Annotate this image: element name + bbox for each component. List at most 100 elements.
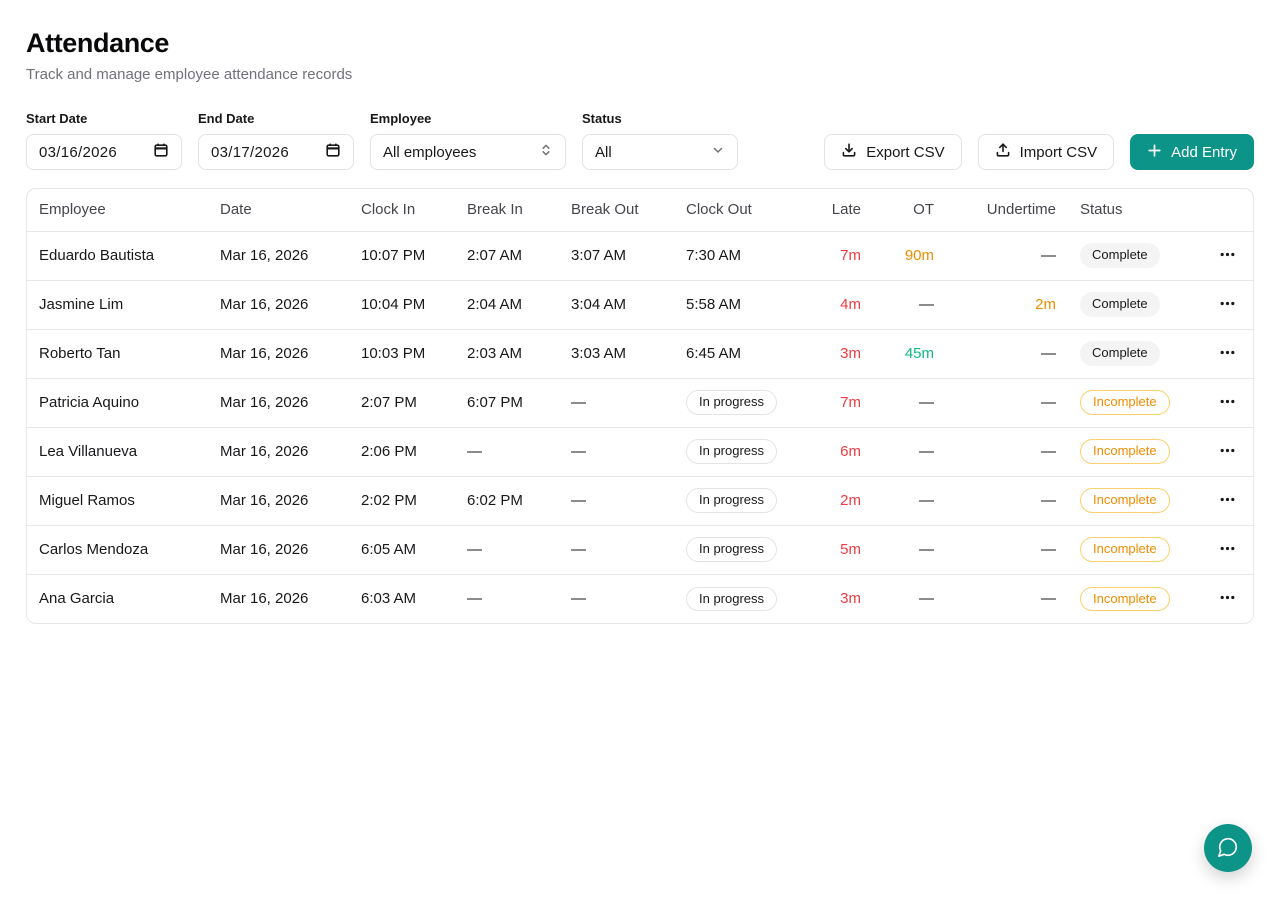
status-select-value: All (595, 143, 612, 161)
row-menu-button[interactable] (1213, 340, 1242, 368)
cell-break-out: — (571, 590, 586, 608)
status-badge: Complete (1080, 292, 1160, 317)
status-badge: Complete (1080, 341, 1160, 366)
table-row: Eduardo Bautista Mar 16, 2026 10:07 PM 2:07… (27, 231, 1253, 281)
row-menu-button[interactable] (1213, 487, 1242, 515)
row-menu-button[interactable] (1213, 438, 1242, 466)
cell-actions (1200, 231, 1253, 281)
import-csv-button[interactable]: Import CSV (977, 134, 1115, 170)
ellipsis-icon (1219, 393, 1236, 413)
cell-clock-out: 5:58 AM (674, 280, 817, 330)
cell-status: Complete (1068, 329, 1200, 379)
cell-date: Mar 16, 2026 (220, 590, 309, 608)
cell-break-in: 2:07 AM (455, 231, 559, 281)
cell-late: 2m (817, 476, 873, 526)
cell-employee: Lea Villanueva (27, 427, 208, 477)
late-value: 5m (840, 541, 861, 558)
calendar-icon[interactable] (153, 142, 169, 162)
row-menu-button[interactable] (1213, 585, 1242, 613)
end-date-field: End Date 03/17/2026 (198, 111, 354, 170)
row-menu-button[interactable] (1213, 242, 1242, 270)
ot-value: 45m (904, 345, 934, 362)
in-progress-badge: In progress (686, 537, 778, 562)
employee-filter-field: Employee All employees (370, 111, 566, 170)
cell-actions (1200, 280, 1253, 330)
end-date-input[interactable]: 03/17/2026 (198, 134, 354, 170)
cell-late: 3m (817, 329, 873, 379)
cell-ot: — (873, 525, 946, 575)
row-menu-button[interactable] (1213, 291, 1242, 319)
cell-late: 5m (817, 525, 873, 575)
cell-clock-out: In progress (674, 378, 817, 428)
calendar-icon[interactable] (325, 142, 341, 162)
cell-clock-in: 2:02 PM (349, 476, 455, 526)
cell-break-in: — (455, 525, 559, 575)
cell-undertime: — (946, 427, 1068, 477)
undertime-value: — (1041, 247, 1056, 264)
cell-undertime: — (946, 574, 1068, 623)
late-value: 7m (840, 394, 861, 411)
cell-ot: — (873, 378, 946, 428)
employee-select-value: All employees (383, 143, 477, 161)
export-csv-button[interactable]: Export CSV (824, 134, 962, 170)
status-badge: Complete (1080, 243, 1160, 268)
chevron-down-icon (711, 143, 725, 161)
table-row: Ana Garcia Mar 16, 2026 6:03 AM — — In progre… (27, 574, 1253, 623)
cell-ot: — (873, 427, 946, 477)
employee-select[interactable]: All employees (370, 134, 566, 170)
add-entry-button[interactable]: Add Entry (1130, 134, 1254, 170)
cell-date: Mar 16, 2026 (208, 231, 349, 281)
upload-icon (995, 142, 1011, 162)
row-menu-button[interactable] (1213, 536, 1242, 564)
cell-clock-out: In progress (674, 574, 817, 623)
cell-break-in: 6:02 PM (455, 476, 559, 526)
cell-ot: — (873, 280, 946, 330)
cell-date: Mar 16, 2026 (208, 427, 349, 477)
cell-status: Incomplete (1068, 476, 1200, 526)
cell-status: Incomplete (1068, 525, 1200, 575)
cell-ot: — (873, 574, 946, 623)
undertime-value: — (1041, 443, 1056, 460)
cell-clock-in: 2:06 PM (349, 427, 455, 477)
cell-actions (1200, 329, 1253, 379)
undertime-value: — (1041, 345, 1056, 362)
ot-value: — (919, 296, 934, 313)
col-header-employee: Employee (27, 189, 208, 232)
status-select[interactable]: All (582, 134, 738, 170)
cell-status: Complete (1068, 231, 1200, 281)
ot-value: — (919, 590, 934, 608)
undertime-value: — (1041, 541, 1056, 558)
col-header-status: Status (1068, 189, 1200, 232)
cell-break-in: 2:03 AM (455, 329, 559, 379)
cell-late: 6m (817, 427, 873, 477)
start-date-input[interactable]: 03/16/2026 (26, 134, 182, 170)
start-date-value: 03/16/2026 (39, 143, 118, 161)
filters-toolbar: Start Date 03/16/2026 End Date 03/17/202… (26, 111, 1254, 170)
row-menu-button[interactable] (1213, 389, 1242, 417)
ellipsis-icon (1219, 540, 1236, 560)
cell-date: Mar 16, 2026 (208, 476, 349, 526)
start-date-field: Start Date 03/16/2026 (26, 111, 182, 170)
ellipsis-icon (1219, 344, 1236, 364)
attendance-page: Attendance Track and manage employee att… (26, 28, 1254, 872)
col-header-undertime: Undertime (946, 189, 1068, 232)
cell-ot: 45m (873, 329, 946, 379)
cell-employee: Patricia Aquino (27, 378, 208, 428)
undertime-value: — (1041, 590, 1056, 608)
late-value: 3m (840, 345, 861, 362)
table-row: Patricia Aquino Mar 16, 2026 2:07 PM 6:07 P… (27, 378, 1253, 428)
status-badge: Incomplete (1080, 439, 1170, 464)
chat-button[interactable] (1204, 824, 1252, 872)
cell-undertime: — (946, 231, 1068, 281)
cell-employee: Jasmine Lim (27, 280, 208, 330)
cell-clock-in: 10:07 PM (349, 231, 455, 281)
cell-actions (1200, 427, 1253, 477)
cell-late: 7m (817, 231, 873, 281)
ellipsis-icon (1219, 589, 1236, 609)
end-date-value: 03/17/2026 (211, 143, 290, 161)
ot-value: — (919, 394, 934, 411)
cell-status: Complete (1068, 280, 1200, 330)
cell-clock-in: 10:03 PM (349, 329, 455, 379)
plus-icon (1147, 143, 1162, 162)
start-date-label: Start Date (26, 111, 88, 126)
